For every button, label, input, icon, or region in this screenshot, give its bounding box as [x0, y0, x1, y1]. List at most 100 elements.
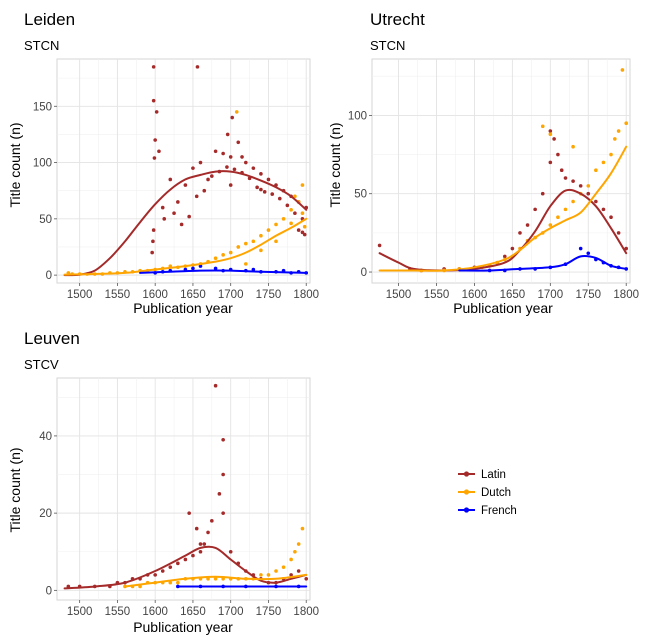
data-point-dutch [586, 184, 591, 188]
data-point-latin [259, 187, 263, 192]
trend-line-french [139, 269, 308, 274]
data-point-latin [259, 172, 263, 176]
data-point-dutch [281, 565, 286, 569]
x-tick-label: 1700 [218, 289, 244, 301]
data-point-latin [160, 569, 165, 573]
legend-swatch-dot [463, 471, 470, 477]
legend-item-dutch: Dutch [458, 487, 511, 499]
data-point-latin [244, 160, 248, 165]
data-point-dutch [221, 253, 225, 257]
panel-leuven: Leuven STCV 1500 1550 1600 1650 1700 1750 1800… [7, 329, 319, 635]
legend: Latin Dutch French [458, 469, 517, 517]
data-point-latin [228, 549, 233, 554]
data-point-latin [240, 155, 244, 159]
panel-utrecht: Utrecht STCN 1500 1550 1600 1650 1700 1750 180… [327, 10, 639, 316]
data-point-french [586, 251, 591, 256]
legend-swatch-dot [463, 489, 470, 495]
data-point-french [213, 266, 218, 271]
data-point-dutch [289, 208, 293, 212]
data-point-latin [304, 576, 309, 581]
data-point-latin [176, 200, 180, 204]
data-point-latin [153, 573, 157, 577]
data-point-latin [162, 217, 167, 221]
data-point-dutch [620, 68, 625, 72]
data-point-latin [221, 151, 225, 156]
data-point-latin [300, 230, 305, 235]
data-point-latin [153, 138, 157, 142]
panel-subtitle: STCN [24, 38, 59, 53]
data-point-dutch [234, 110, 239, 114]
data-point-latin [230, 115, 235, 120]
x-tick-label: 1650 [180, 289, 206, 301]
data-point-latin [221, 472, 225, 477]
data-point-dutch [613, 137, 617, 141]
data-point-latin [548, 160, 553, 165]
data-point-dutch [616, 129, 621, 133]
trend-line-latin [63, 170, 308, 277]
x-tick-label: 1500 [67, 606, 93, 618]
data-point-latin [183, 183, 188, 187]
data-point-dutch [300, 211, 305, 216]
y-tick-label: 50 [39, 214, 52, 226]
data-point-latin [206, 530, 210, 535]
trend-line-latin [63, 545, 308, 590]
panel-title: Leiden [24, 10, 75, 29]
data-point-latin [225, 132, 230, 137]
data-point-latin [198, 160, 203, 165]
data-point-dutch [601, 160, 606, 165]
data-point-latin [285, 203, 290, 208]
data-point-french [578, 246, 583, 251]
x-axis-label: Publication year [133, 300, 233, 316]
data-point-latin [296, 569, 301, 573]
y-tick-label: 100 [348, 110, 367, 122]
legend-item-latin: Latin [458, 469, 506, 481]
x-tick-label: 1750 [575, 289, 601, 301]
data-point-latin [154, 110, 159, 114]
data-point-dutch [548, 223, 553, 227]
y-axis-label: Title count (n) [7, 447, 23, 532]
legend-label: Latin [481, 469, 506, 481]
data-point-latin [206, 177, 210, 182]
data-point-latin [151, 65, 156, 69]
data-point-dutch [244, 241, 248, 246]
data-point-latin [225, 165, 229, 169]
data-point-latin [168, 177, 173, 182]
data-point-dutch [624, 121, 629, 126]
data-point-dutch [293, 549, 297, 554]
data-point-dutch [609, 152, 613, 157]
plot-area: 1500 1550 1600 1650 1700 1750 1800 0 50 100 [348, 58, 639, 301]
x-tick-label: 1700 [538, 289, 564, 301]
data-point-latin [157, 149, 161, 154]
panel-title: Leuven [24, 329, 80, 348]
data-point-dutch [228, 250, 233, 255]
data-point-dutch [259, 573, 263, 577]
data-point-latin [172, 211, 176, 216]
data-point-latin [198, 542, 203, 546]
data-point-dutch [302, 224, 307, 229]
plot-panel-background [56, 377, 311, 601]
data-point-latin [616, 231, 621, 235]
data-point-latin [210, 519, 214, 523]
data-point-latin [289, 573, 293, 577]
data-point-latin [255, 185, 259, 190]
data-point-latin [217, 492, 222, 496]
panel-leiden: Leiden STCN 1500 1550 1600 1650 1700 1750 1800… [7, 10, 319, 316]
data-point-latin [221, 511, 225, 515]
x-tick-label: 1500 [67, 289, 93, 301]
data-point-latin [510, 246, 515, 251]
data-point-latin [571, 179, 575, 183]
data-point-french [191, 266, 195, 271]
x-axis-label: Publication year [453, 300, 553, 316]
data-point-latin [296, 228, 301, 232]
y-tick-label: 0 [46, 270, 52, 282]
legend-swatch-dot [463, 507, 470, 513]
data-point-latin [187, 214, 191, 219]
data-point-dutch [556, 215, 560, 220]
data-point-latin [195, 65, 200, 69]
data-point-dutch [563, 207, 568, 212]
data-point-latin [601, 207, 606, 212]
x-tick-label: 1650 [180, 606, 206, 618]
x-tick-label: 1600 [462, 289, 488, 301]
data-point-dutch [571, 144, 575, 149]
data-point-dutch [274, 239, 278, 244]
